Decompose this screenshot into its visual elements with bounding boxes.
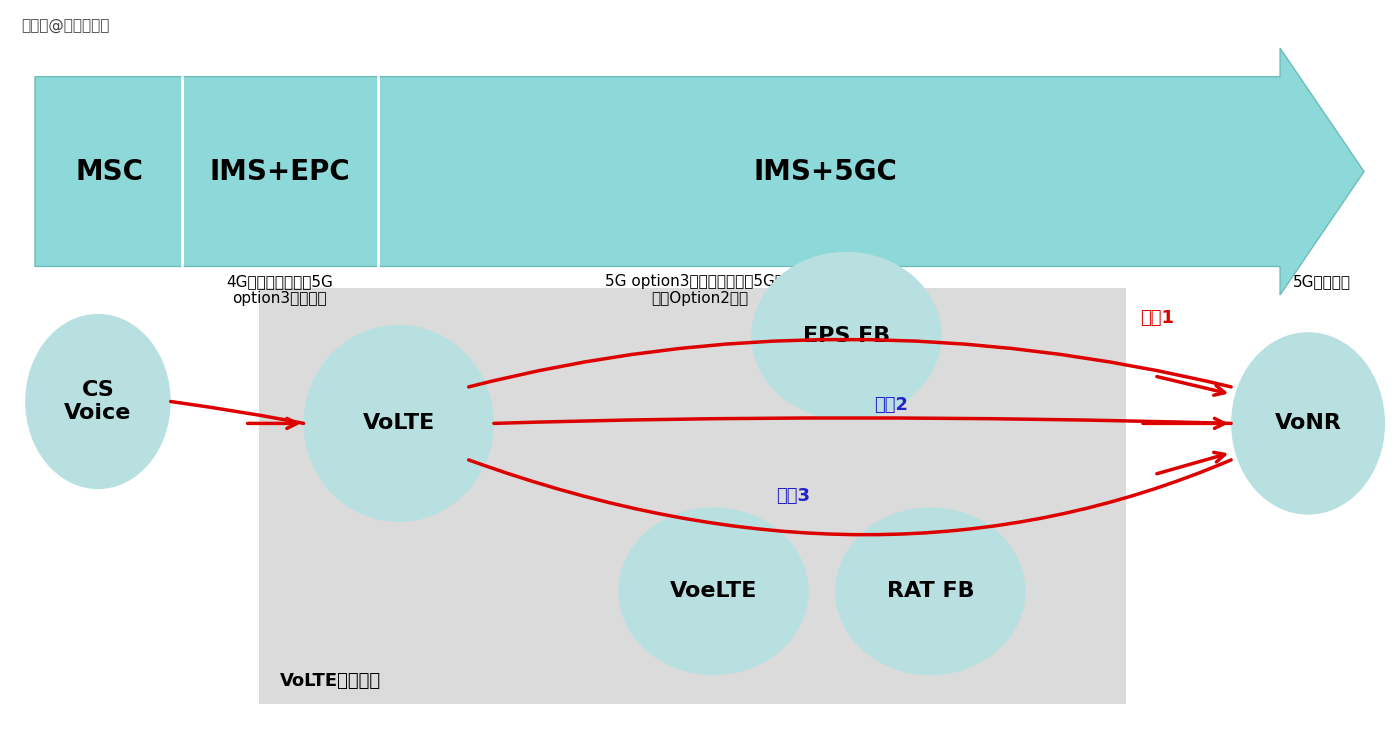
Text: 路径1: 路径1 <box>1140 309 1174 326</box>
Ellipse shape <box>1231 332 1385 515</box>
Text: VoNR: VoNR <box>1274 413 1342 434</box>
Text: RAT FB: RAT FB <box>887 581 974 602</box>
Text: CS
Voice: CS Voice <box>64 380 132 423</box>
Text: 5G option3系列组网向其他5G目标
组网Option2演进: 5G option3系列组网向其他5G目标 组网Option2演进 <box>606 274 793 306</box>
Text: 5G覆盖增强: 5G覆盖增强 <box>1293 274 1351 289</box>
Ellipse shape <box>618 507 809 675</box>
Text: VoeLTE: VoeLTE <box>670 581 757 602</box>
Text: IMS+EPC: IMS+EPC <box>210 158 350 185</box>
Text: 路径3: 路径3 <box>776 488 810 505</box>
Ellipse shape <box>835 507 1025 675</box>
Text: 路径2: 路径2 <box>874 396 908 414</box>
Text: VoLTE: VoLTE <box>362 413 435 434</box>
Text: EPS FB: EPS FB <box>803 326 890 346</box>
Bar <box>259 288 1126 704</box>
Text: IMS+5GC: IMS+5GC <box>754 158 897 185</box>
Text: 4G基础上逐步引入5G
option3系列组网: 4G基础上逐步引入5G option3系列组网 <box>227 274 333 306</box>
Text: MSC: MSC <box>76 158 143 185</box>
Polygon shape <box>35 48 1364 295</box>
Ellipse shape <box>304 325 494 522</box>
Text: VoLTE作为基础: VoLTE作为基础 <box>280 672 381 690</box>
Text: 搜狐号@王石头科技: 搜狐号@王石头科技 <box>21 18 109 34</box>
Ellipse shape <box>751 252 942 420</box>
Ellipse shape <box>25 314 171 489</box>
